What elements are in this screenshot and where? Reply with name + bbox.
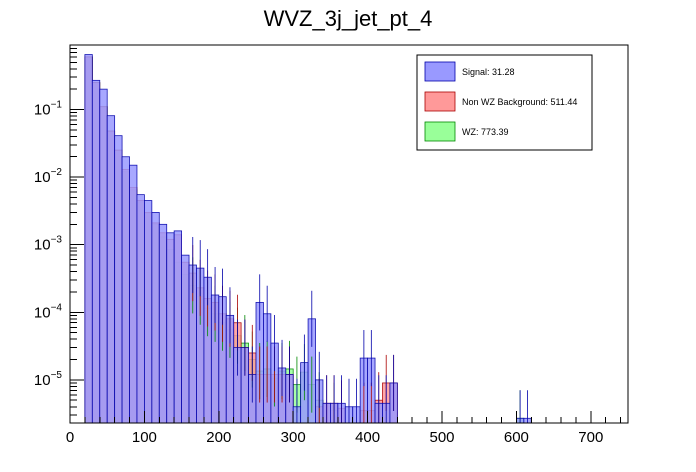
bar <box>91 79 101 424</box>
y-tick-label: 10−1 <box>34 99 63 118</box>
bar <box>151 212 160 424</box>
bar <box>181 254 190 424</box>
legend: Signal: 31.28 Non WZ Background: 511.44 WZ… <box>416 54 593 151</box>
chart-title: WVZ_3j_jet_pt_4 <box>264 6 433 31</box>
x-tick-label: 100 <box>132 429 157 446</box>
y-axis: 10−5 10−4 10−3 10−2 10−1 <box>34 44 84 416</box>
error-bars <box>192 236 528 423</box>
histogram-bars <box>84 54 532 424</box>
bar <box>143 200 153 424</box>
legend-label-0: WZ: 773.39 <box>462 127 509 137</box>
x-tick-label: 600 <box>504 429 529 446</box>
y-tick-label: 10−3 <box>34 235 63 254</box>
y-tick-label: 10−5 <box>34 370 63 389</box>
bar <box>173 230 183 424</box>
x-tick-label: 700 <box>578 429 603 446</box>
plot-frame <box>69 44 629 424</box>
bar <box>106 115 116 424</box>
bar <box>158 223 168 424</box>
x-tick-label: 400 <box>355 429 380 446</box>
bar <box>136 194 145 424</box>
legend-swatch-1 <box>424 91 456 112</box>
legend-label-1: Non WZ Background: 511.44 <box>462 97 577 107</box>
x-tick-label: 200 <box>206 429 231 446</box>
series-2-bars <box>84 54 532 424</box>
bar <box>84 54 93 424</box>
bar <box>121 156 130 424</box>
y-tick-label: 10−2 <box>34 167 63 186</box>
bar <box>129 164 138 424</box>
y-tick-label: 10−4 <box>34 302 63 321</box>
x-tick-label: 500 <box>429 429 454 446</box>
x-tick-label: 300 <box>281 429 306 446</box>
x-tick-label: 0 <box>66 429 74 446</box>
legend-swatch-0 <box>424 121 456 142</box>
bar <box>166 232 175 424</box>
legend-swatch-2 <box>424 61 456 82</box>
x-axis: 0 100 200 300 400 500 600 700 <box>66 411 622 446</box>
bar <box>114 135 123 424</box>
bar <box>99 88 108 424</box>
legend-label-2: Signal: 31.28 <box>462 67 515 77</box>
legend-box <box>416 54 593 151</box>
